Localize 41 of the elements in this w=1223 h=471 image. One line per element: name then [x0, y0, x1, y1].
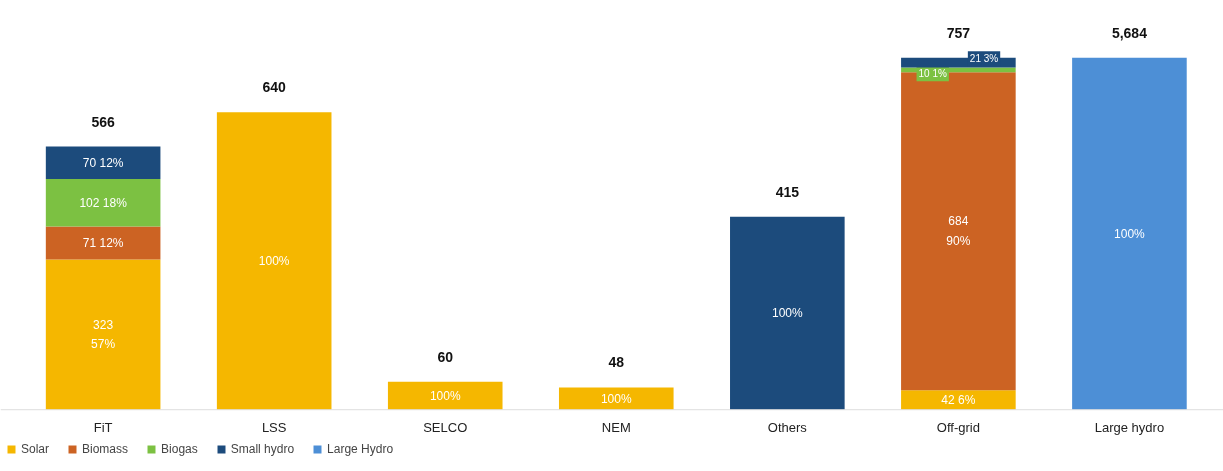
x-tick-label: NEM — [601, 419, 631, 435]
total-label: 757 — [946, 24, 971, 41]
bar — [558, 387, 674, 410]
data-label: 10 1% — [918, 68, 947, 80]
annotation: 100% — [600, 391, 632, 406]
x-tick-label: Off-grid — [936, 419, 980, 435]
bar — [387, 381, 503, 410]
data-label: 5,684 — [1111, 24, 1148, 41]
annotation: 100% — [1114, 226, 1146, 241]
legend-label: Biomass — [82, 442, 129, 456]
data-label: 684 90% — [946, 214, 971, 248]
total-label: 566 — [91, 113, 116, 130]
total-label: 48 — [608, 354, 625, 371]
annotation: 100% — [771, 306, 803, 321]
x-tick-label: LSS — [261, 419, 287, 435]
x-tick-label: Others — [767, 419, 808, 435]
legend-label: Solar — [21, 442, 50, 456]
annotation: 100% — [429, 388, 461, 403]
legend-label: Large Hydro — [327, 442, 394, 456]
legend-label: Biogas — [161, 442, 198, 456]
legend-label: Small hydro — [230, 442, 295, 456]
bar — [45, 259, 161, 410]
bar — [216, 112, 332, 410]
bar — [45, 146, 161, 180]
bar — [901, 390, 1016, 410]
x-tick-label: SELCO — [423, 419, 468, 435]
total-label: 415 — [775, 183, 800, 200]
data-label: 70 12% — [82, 155, 124, 170]
data-label: 323 57% — [91, 317, 116, 352]
bar — [45, 179, 161, 227]
total-label: 640 — [262, 79, 287, 96]
x-tick-label: FiT — [93, 419, 113, 435]
x-tick-label: Large hydro — [1094, 419, 1165, 435]
data-label: 71 12% — [82, 236, 124, 251]
annotation: 100% — [258, 253, 290, 268]
bar — [45, 226, 161, 260]
data-label: 42 6% — [941, 392, 976, 407]
data-label: 21 3% — [969, 53, 999, 65]
bar — [730, 216, 845, 410]
data-label: 102 18% — [79, 195, 128, 210]
total-label: 60 — [437, 348, 454, 365]
